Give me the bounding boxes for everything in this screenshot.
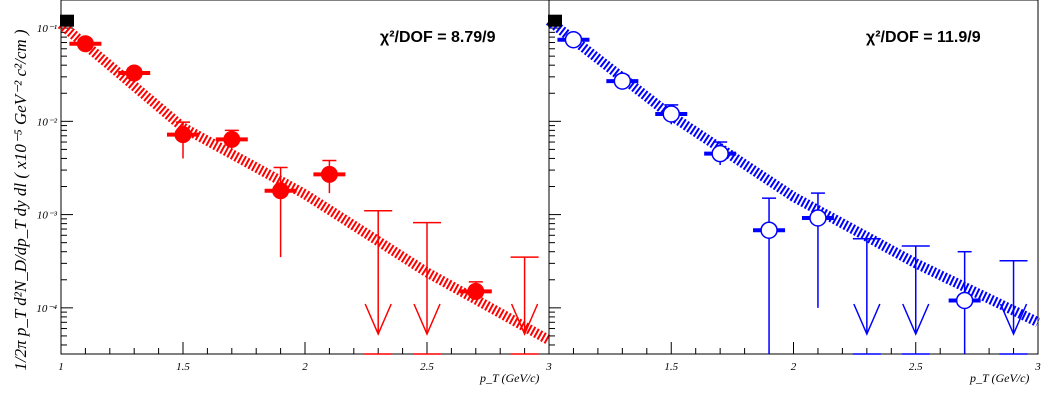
reference-marker bbox=[548, 14, 562, 27]
data-point bbox=[662, 105, 680, 123]
data-point bbox=[320, 165, 338, 183]
x-tick-label: 3 bbox=[545, 361, 552, 373]
upper-limit-arrow bbox=[902, 303, 930, 336]
upper-limit-arrow bbox=[510, 303, 539, 336]
y-tick-label: 10⁻³ bbox=[37, 210, 58, 222]
left-panel: 1 1.5 2 2.5 3 10⁻⁴ 10⁻³ 10⁻² 10⁻¹ χ²/DOF = 8.79/9 bbox=[36, 0, 552, 373]
upper-limit-arrow bbox=[364, 303, 392, 336]
data-point bbox=[564, 30, 583, 49]
data-point bbox=[125, 64, 143, 82]
y-tick-label: 10⁻⁴ bbox=[36, 303, 57, 315]
right-panel: 1.5 2 2.5 3 χ²/DOF = 11.9/9 bbox=[545, 0, 1041, 373]
data-point bbox=[174, 126, 192, 144]
y-axis-label: 1/2π p_T d²N_D/dp_T dy dl ( x10⁻⁵ GeV⁻² … bbox=[11, 29, 30, 371]
x-tick-label: 1 bbox=[58, 361, 64, 373]
data-point bbox=[467, 282, 485, 300]
chi2-annotation: χ²/DOF = 11.9/9 bbox=[866, 29, 981, 46]
reference-marker bbox=[60, 14, 74, 27]
fit-band bbox=[545, 16, 1041, 327]
data-point bbox=[809, 209, 827, 227]
y-tick-label: 10⁻² bbox=[37, 116, 58, 128]
x-tick-label: 2 bbox=[302, 361, 308, 373]
x-tick-label: 2.5 bbox=[909, 361, 923, 373]
data-point bbox=[760, 221, 778, 239]
data-point bbox=[76, 35, 94, 53]
data-point bbox=[711, 144, 729, 163]
data-point bbox=[955, 291, 974, 310]
x-tick-label: 1.5 bbox=[176, 361, 190, 373]
x-tick-label: 1.5 bbox=[664, 361, 678, 373]
y-tick-label: 10⁻¹ bbox=[37, 23, 57, 35]
chi2-annotation: χ²/DOF = 8.79/9 bbox=[380, 29, 496, 46]
x-tick-label: 2 bbox=[791, 361, 797, 373]
upper-limit-arrow bbox=[999, 303, 1028, 336]
x-tick-label: 3 bbox=[1034, 361, 1041, 373]
x-axis-label-left: p_T (GeV/c) bbox=[479, 371, 539, 385]
upper-limit-arrow bbox=[413, 303, 441, 336]
data-point bbox=[272, 182, 290, 200]
data-point bbox=[223, 130, 241, 148]
x-axis-label-right: p_T (GeV/c) bbox=[969, 371, 1029, 385]
upper-limit-arrow bbox=[853, 303, 881, 336]
data-point bbox=[613, 72, 632, 90]
x-tick-label: 2.5 bbox=[420, 361, 434, 373]
